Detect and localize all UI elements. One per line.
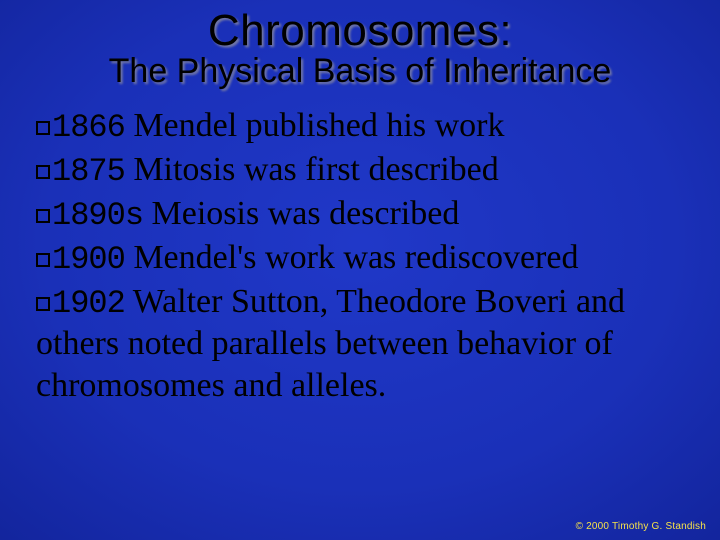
item-text: Mendel published his work <box>125 107 505 144</box>
item-text: Meiosis was described <box>143 195 459 232</box>
item-year: 1875 <box>52 153 125 190</box>
copyright-footer: © 2000 Timothy G. Standish <box>576 521 706 532</box>
square-bullet-icon <box>36 209 50 223</box>
square-bullet-icon <box>36 297 50 311</box>
slide-content: 1866 Mendel published his work 1875 Mito… <box>0 91 720 408</box>
item-year: 1900 <box>52 241 125 278</box>
list-item: 1902 Walter Sutton, Theodore Boveri and … <box>36 281 684 408</box>
slide-title: Chromosomes: <box>0 0 720 56</box>
list-item: 1875 Mitosis was first described <box>36 149 684 193</box>
square-bullet-icon <box>36 165 50 179</box>
item-year: 1890s <box>52 197 143 234</box>
item-year: 1902 <box>52 285 125 322</box>
list-item: 1890s Meiosis was described <box>36 193 684 237</box>
slide: Chromosomes: The Physical Basis of Inher… <box>0 0 720 540</box>
item-text: Walter Sutton, Theodore Boveri and other… <box>36 283 625 404</box>
slide-subtitle: The Physical Basis of Inheritance <box>0 52 720 91</box>
item-text: Mitosis was first described <box>125 151 499 188</box>
square-bullet-icon <box>36 253 50 267</box>
list-item: 1900 Mendel's work was rediscovered <box>36 237 684 281</box>
item-text: Mendel's work was rediscovered <box>125 239 579 276</box>
list-item: 1866 Mendel published his work <box>36 105 684 149</box>
item-year: 1866 <box>52 109 125 146</box>
square-bullet-icon <box>36 121 50 135</box>
